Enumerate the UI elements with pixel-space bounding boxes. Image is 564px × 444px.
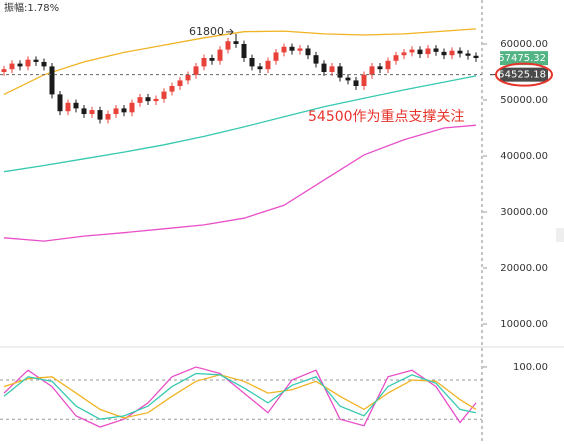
- candle-body: [353, 80, 359, 86]
- candle-body: [225, 41, 231, 50]
- price-tag: [500, 51, 548, 66]
- line-series: [3, 75, 477, 173]
- candle-body: [89, 110, 95, 114]
- candle-body: [33, 59, 39, 62]
- candle-body: [241, 43, 247, 58]
- candle-body: [129, 102, 135, 113]
- candle-body: [217, 49, 223, 61]
- candle-body: [433, 48, 439, 52]
- candle-body: [209, 57, 215, 61]
- candle-body: [393, 55, 399, 61]
- candle-body: [97, 110, 103, 120]
- candle-body: [441, 51, 447, 56]
- candle-body: [73, 102, 79, 109]
- candle-body: [321, 63, 327, 72]
- line-series: [3, 372, 477, 420]
- y-tick-label: 50000.00: [500, 95, 548, 106]
- candle-body: [41, 61, 47, 67]
- annotation-arrow: [226, 28, 234, 36]
- line-series: [3, 374, 477, 419]
- candle-body: [297, 48, 303, 51]
- candle-body: [273, 52, 279, 61]
- y-tick-label: 100.00: [513, 362, 548, 373]
- candle-body: [425, 48, 431, 55]
- line-series: [3, 366, 477, 428]
- candle-body: [1, 69, 7, 72]
- candle-body: [161, 91, 167, 99]
- highlight-circle: [495, 62, 553, 87]
- candle-body: [145, 97, 151, 102]
- candle-body: [177, 80, 183, 86]
- candle-body: [185, 74, 191, 81]
- candle-body: [65, 102, 71, 112]
- candle-body: [193, 66, 199, 75]
- price-tag-label: 57475.32: [498, 53, 546, 64]
- y-tick-label: 30000.00: [500, 207, 548, 218]
- candle-body: [409, 49, 415, 53]
- candle-body: [17, 63, 23, 67]
- annotation: 61800: [189, 25, 224, 38]
- candle-body: [465, 53, 471, 56]
- candle-body: [369, 66, 375, 75]
- scroll-handle: [556, 228, 564, 242]
- candle-body: [289, 46, 295, 51]
- candle-body: [257, 66, 263, 70]
- candle-body: [57, 94, 63, 112]
- candle-body: [457, 50, 463, 54]
- candle-body: [449, 50, 455, 56]
- candle-body: [281, 46, 287, 53]
- y-tick-label: 20000.00: [500, 263, 548, 274]
- candle-body: [249, 57, 255, 67]
- candle-body: [25, 59, 31, 67]
- candle-body: [361, 74, 367, 86]
- candle-body: [401, 52, 407, 56]
- line-series: [3, 28, 477, 95]
- chart-title: 振幅:1.78%: [4, 1, 59, 14]
- line-series: [3, 124, 477, 242]
- candle-body: [337, 66, 343, 78]
- y-tick-label: 10000.00: [500, 319, 548, 330]
- candle-body: [81, 108, 87, 114]
- candle-body: [137, 97, 143, 103]
- y-tick-label: 60000.00: [500, 39, 548, 50]
- candle-body: [105, 113, 111, 120]
- candle-body: [329, 66, 335, 72]
- candle-body: [113, 108, 119, 114]
- price-tag-label: 54525.18: [498, 70, 546, 81]
- candle-body: [377, 66, 383, 70]
- candle-body: [305, 48, 311, 56]
- candle-body: [9, 63, 15, 70]
- y-tick-label: 40000.00: [500, 151, 548, 162]
- candle-body: [169, 85, 175, 92]
- candle-body: [153, 98, 159, 102]
- annotation: 54500作为重点支撑关注: [308, 109, 465, 125]
- candle-body: [121, 108, 127, 113]
- candle-body: [201, 57, 207, 67]
- candle-body: [345, 77, 351, 81]
- candle-body: [265, 60, 271, 70]
- candle-body: [417, 49, 423, 55]
- candle-body: [233, 41, 239, 44]
- candle-body: [313, 55, 319, 64]
- candle-body: [49, 66, 55, 95]
- candle-body: [473, 55, 479, 58]
- price-tag: [500, 67, 548, 82]
- candle-body: [385, 60, 391, 70]
